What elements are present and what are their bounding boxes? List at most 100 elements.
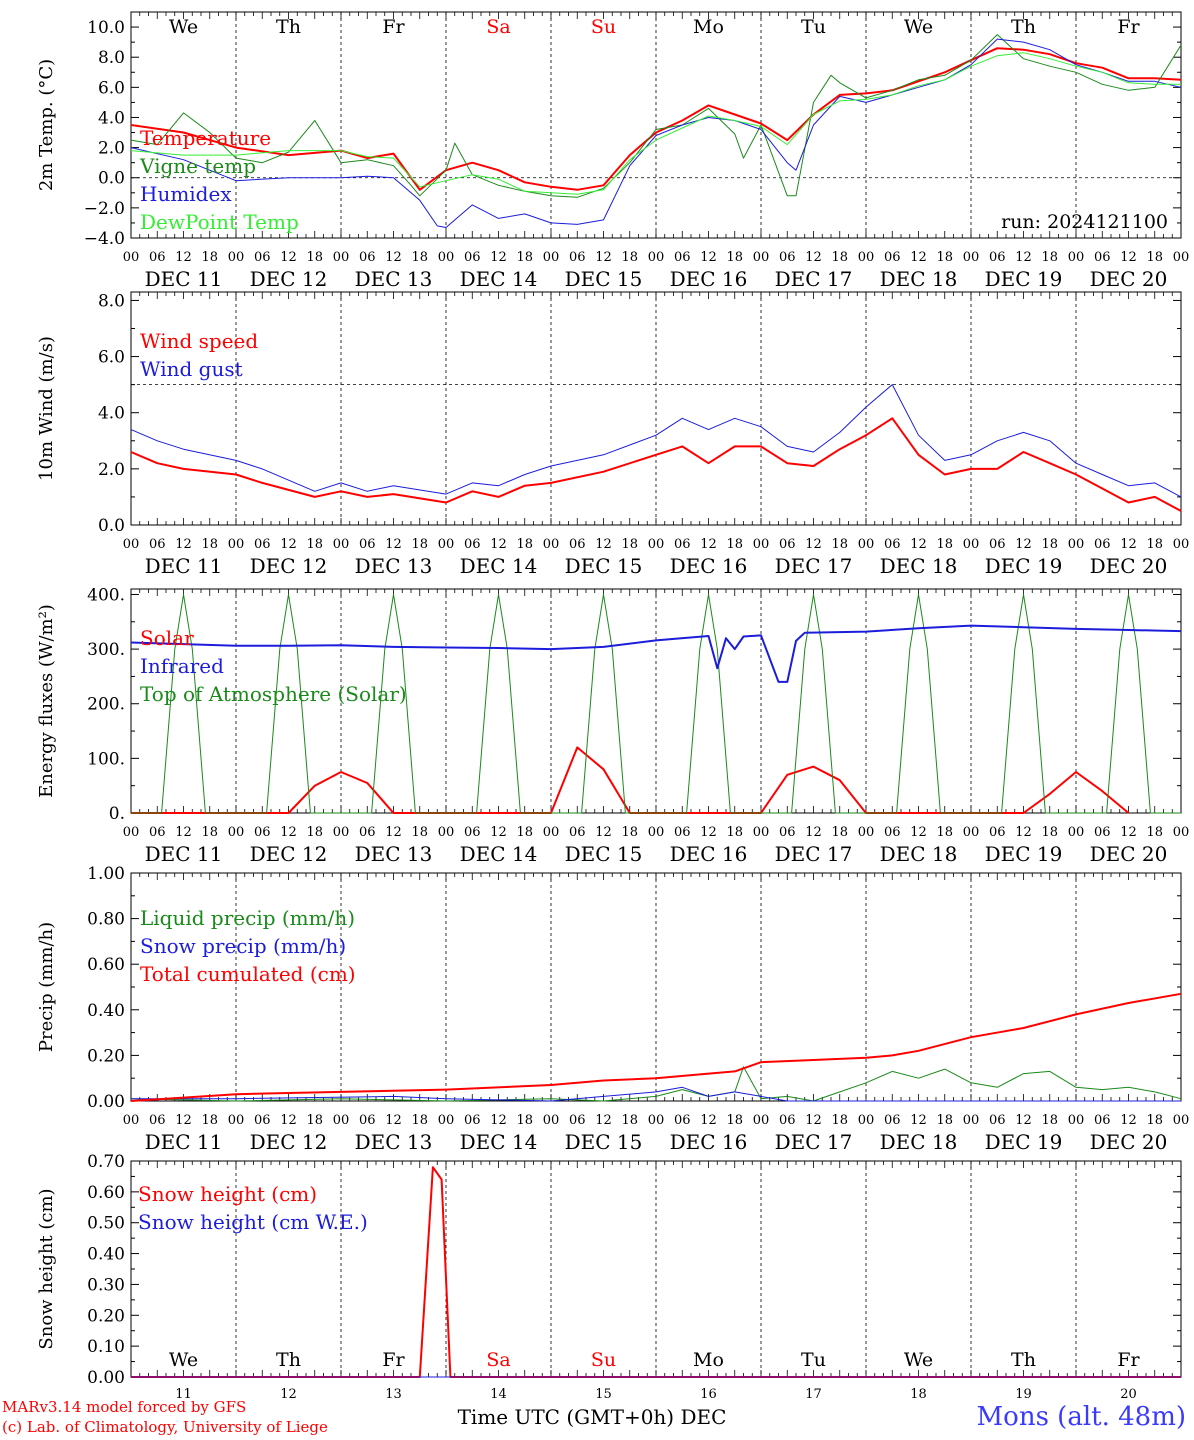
weekday-label: We [169,16,198,38]
date-label: DEC 19 [985,267,1063,291]
hour-tick-label: 00 [858,250,875,265]
weekday-label: Tu [801,16,826,38]
hour-tick-label: 18 [1146,250,1163,265]
hour-tick-label: 18 [621,1113,638,1128]
hour-tick-label: 00 [438,1113,455,1128]
hour-tick-label: 00 [228,537,245,552]
date-label: DEC 20 [1090,554,1168,578]
hour-tick-label: 12 [805,825,822,840]
hour-tick-label: 06 [674,1113,691,1128]
hour-tick-label: 00 [543,250,560,265]
legend-label: Wind speed [140,329,258,353]
y-tick-label: 0. [109,804,125,824]
hour-tick-label: 12 [385,825,402,840]
hour-tick-label: 18 [831,250,848,265]
series-line [130,417,1182,512]
hour-tick-label: 18 [201,825,218,840]
hour-tick-label: 18 [1146,537,1163,552]
hour-tick-label: 00 [333,250,350,265]
hour-tick-label: 00 [648,825,665,840]
hour-tick-label: 12 [1015,537,1032,552]
hour-tick-label: 12 [1120,250,1137,265]
hour-tick-label: 06 [359,1113,376,1128]
hour-tick-label: 18 [411,250,428,265]
hour-tick-label: 18 [726,825,743,840]
y-tick-label: 0.10 [87,1337,125,1357]
hour-tick-label: 12 [595,1113,612,1128]
hour-tick-label: 00 [543,537,560,552]
hour-tick-label: 00 [228,825,245,840]
hour-tick-label: 06 [1094,1113,1111,1128]
hour-tick-label: 18 [726,250,743,265]
date-label: DEC 15 [565,1130,643,1154]
weekday-label: Su [591,16,616,38]
hour-tick-label: 12 [910,1113,927,1128]
hour-tick-label: 00 [753,537,770,552]
hour-tick-label: 06 [779,825,796,840]
y-tick-label: 0.20 [87,1046,125,1066]
hour-tick-label: 18 [411,825,428,840]
y-axis-label: Energy fluxes (W/m²) [36,604,57,798]
hour-tick-label: 06 [569,1113,586,1128]
hour-tick-label: 00 [438,825,455,840]
hour-tick-label: 06 [149,250,166,265]
legend-label: Vigne temp [139,154,256,178]
date-label: DEC 20 [1090,842,1168,866]
weekday-label: Fr [1117,16,1140,38]
legend-label: DewPoint Temp [140,210,299,234]
series-line [130,384,1182,498]
y-tick-label: 4.0 [98,108,125,128]
hour-tick-label: 18 [1146,1113,1163,1128]
legend-label: Humidex [140,182,232,206]
hour-tick-label: 00 [1173,250,1190,265]
legend-label: Solar [140,626,194,650]
weekday-label: Th [276,16,301,38]
hour-tick-label: 12 [490,1113,507,1128]
y-tick-label: 0.40 [87,1245,125,1265]
hour-tick-label: 12 [595,250,612,265]
date-label: DEC 15 [565,267,643,291]
hour-tick-label: 06 [569,825,586,840]
hour-tick-label: 06 [674,825,691,840]
model-credit: MARv3.14 model forced by GFS [2,1398,247,1416]
date-label: DEC 14 [460,1130,538,1154]
y-tick-label: 0.60 [87,1183,125,1203]
weekday-label: Th [1011,16,1036,38]
hour-tick-label: 06 [1094,250,1111,265]
hour-tick-label: 18 [936,1113,953,1128]
weekday-label: We [904,16,933,38]
series-line [131,1086,1181,1102]
hour-tick-label: 18 [516,537,533,552]
hour-tick-label: 18 [936,250,953,265]
y-tick-label: 10.0 [87,18,125,38]
hour-tick-label: 12 [1015,1113,1032,1128]
series-line [130,38,1182,228]
hour-tick-label: 06 [779,537,796,552]
date-label: DEC 14 [460,267,538,291]
date-label: DEC 18 [880,842,958,866]
hour-tick-label: 06 [884,825,901,840]
hour-tick-label: 00 [963,537,980,552]
hour-tick-label: 12 [175,825,192,840]
hour-tick-label: 18 [831,537,848,552]
weekday-label: We [169,1349,198,1371]
hour-tick-label: 12 [175,250,192,265]
hour-tick-label: 18 [306,1113,323,1128]
hour-tick-label: 06 [569,537,586,552]
day-number-label: 11 [175,1387,192,1402]
y-tick-label: 0.0 [98,516,125,536]
y-tick-label: 2.0 [98,139,125,159]
y-tick-label: 6.0 [98,78,125,98]
weekday-label: Th [276,1349,301,1371]
hour-tick-label: 06 [569,250,586,265]
hour-tick-label: 12 [700,825,717,840]
day-number-label: 19 [1015,1387,1032,1402]
y-tick-label: 300. [87,640,125,660]
legend-label: Temperature [140,126,271,150]
legend-label: Snow height (cm W.E.) [138,1210,368,1234]
series-line [130,624,1182,683]
date-label: DEC 16 [670,267,748,291]
hour-tick-label: 00 [1068,537,1085,552]
day-number-label: 12 [280,1387,297,1402]
hour-tick-label: 12 [385,537,402,552]
